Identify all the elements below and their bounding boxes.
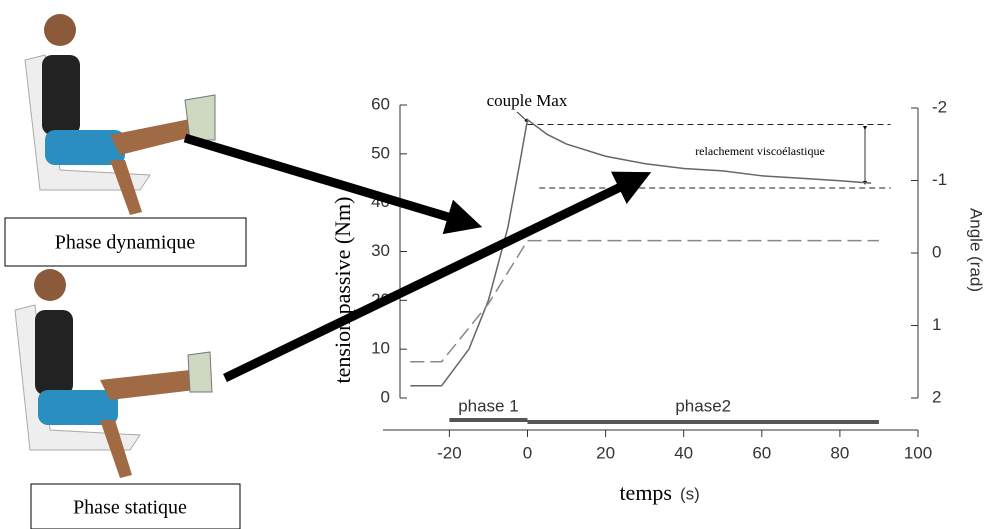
y2-axis-label: Angle (rad) bbox=[967, 208, 986, 292]
annotation-arrow bbox=[516, 111, 529, 123]
x-tick-label: 100 bbox=[904, 443, 932, 462]
x-tick-label: 80 bbox=[830, 443, 849, 462]
y2-tick-label: 1 bbox=[932, 315, 941, 334]
annotation: relachement viscoélastique bbox=[695, 144, 825, 158]
x-tick-label: 0 bbox=[523, 443, 532, 462]
phase-label: phase 1 bbox=[458, 396, 519, 415]
pointer-arrow bbox=[183, 133, 483, 235]
line-series bbox=[410, 118, 872, 387]
phase-label: phase2 bbox=[675, 396, 731, 415]
y-tick-label: 0 bbox=[381, 387, 390, 406]
x-axis-unit: (s) bbox=[680, 484, 700, 503]
y-axis-label: tension passive (Nm) bbox=[330, 197, 355, 384]
y2-tick-label: -2 bbox=[932, 97, 947, 116]
x-tick-label: -20 bbox=[437, 443, 462, 462]
x-tick-label: 20 bbox=[596, 443, 615, 462]
x-tick-label: 40 bbox=[674, 443, 693, 462]
y-tick-label: 60 bbox=[371, 94, 390, 113]
person-dynamic bbox=[24, 14, 216, 215]
y2-tick-label: -1 bbox=[932, 170, 947, 189]
y-tick-label: 50 bbox=[371, 143, 390, 162]
plot: 0102030405060-2-1012-20020406080100phase… bbox=[371, 94, 947, 462]
x-axis-label: temps bbox=[619, 480, 672, 505]
annotation: Phase statique bbox=[73, 497, 187, 519]
annotation: Phase dynamique bbox=[55, 232, 196, 254]
label-box bbox=[4, 217, 247, 267]
line-series bbox=[410, 239, 879, 363]
y-tick-label: 10 bbox=[371, 339, 390, 358]
y-tick-label: 30 bbox=[371, 241, 390, 260]
y2-tick-label: 0 bbox=[932, 242, 941, 261]
pointer-arrow bbox=[223, 171, 652, 383]
person-static bbox=[14, 269, 213, 478]
y2-tick-label: 2 bbox=[932, 387, 941, 406]
x-tick-label: 60 bbox=[752, 443, 771, 462]
label-box bbox=[30, 483, 241, 529]
annotation: couple Max bbox=[487, 91, 568, 110]
